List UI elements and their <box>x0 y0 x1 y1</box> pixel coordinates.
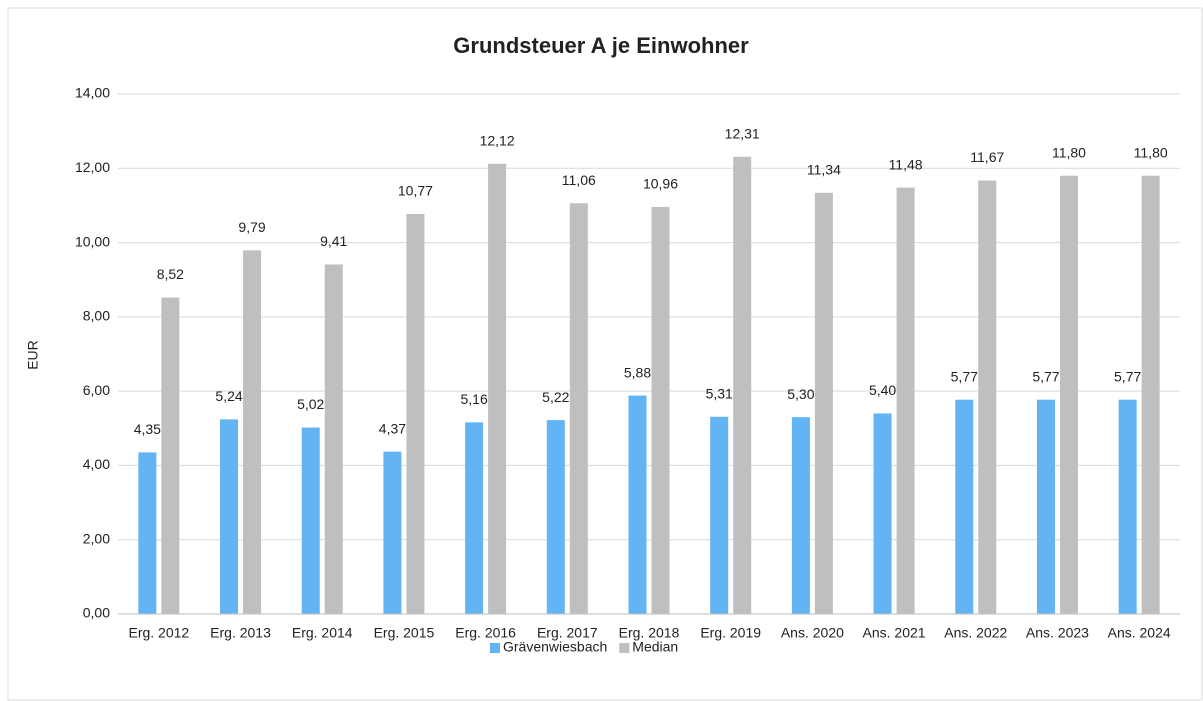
data-label: 5,77 <box>1114 368 1141 384</box>
bar <box>873 413 892 614</box>
chart-frame <box>7 7 1203 701</box>
bar <box>324 264 343 614</box>
y-tick-label: 0,00 <box>83 605 110 621</box>
chart-title: Grundsteuer A je Einwohner <box>453 33 749 58</box>
data-label: 10,77 <box>398 183 433 199</box>
x-tick-label: Ans. 2024 <box>1108 625 1171 641</box>
bar <box>1118 399 1137 614</box>
data-label: 8,52 <box>157 266 184 282</box>
x-tick-label: Erg. 2015 <box>374 625 435 641</box>
bar <box>896 187 915 614</box>
bar <box>465 422 484 614</box>
data-label: 11,48 <box>889 156 923 172</box>
data-label: 5,31 <box>706 385 733 401</box>
data-label: 11,67 <box>970 149 1004 165</box>
x-tick-label: Erg. 2013 <box>210 625 271 641</box>
data-label: 9,79 <box>238 219 265 235</box>
bar <box>220 419 239 614</box>
x-tick-label: Ans. 2022 <box>944 625 1007 641</box>
legend-label: Grävenwiesbach <box>503 639 607 655</box>
data-label: 11,80 <box>1052 144 1086 160</box>
legend-label: Median <box>632 639 678 655</box>
bar <box>814 192 833 615</box>
data-label: 5,22 <box>542 389 569 405</box>
data-label: 5,24 <box>215 388 242 404</box>
legend-swatch <box>490 643 500 653</box>
data-label: 4,37 <box>379 420 406 436</box>
y-tick-label: 2,00 <box>83 530 110 546</box>
x-tick-label: Erg. 2016 <box>455 625 516 641</box>
bar <box>406 213 425 614</box>
bar <box>138 452 157 614</box>
data-label: 5,77 <box>1032 368 1059 384</box>
y-tick-label: 4,00 <box>83 456 110 472</box>
data-label: 5,77 <box>951 368 978 384</box>
bar <box>955 399 974 614</box>
x-tick-label: Erg. 2018 <box>619 625 680 641</box>
data-label: 11,80 <box>1134 144 1168 160</box>
x-tick-label: Ans. 2023 <box>1026 625 1089 641</box>
data-label: 12,31 <box>725 125 760 141</box>
bar <box>651 206 670 614</box>
data-label: 9,41 <box>320 233 347 249</box>
bar <box>383 451 402 614</box>
data-label: 4,35 <box>134 421 161 437</box>
legend-swatch <box>619 643 630 653</box>
bar <box>978 180 997 615</box>
data-label: 12,12 <box>480 133 515 149</box>
data-label: 5,16 <box>460 391 487 407</box>
bar <box>791 417 810 614</box>
x-tick-label: Erg. 2012 <box>128 625 189 641</box>
x-tick-label: Erg. 2014 <box>292 625 353 641</box>
bar <box>710 416 729 614</box>
x-tick-label: Erg. 2019 <box>700 625 761 641</box>
data-label: 5,88 <box>624 364 651 380</box>
data-label: 11,06 <box>562 172 596 188</box>
bar <box>488 163 507 615</box>
bar <box>733 156 752 614</box>
x-tick-label: Ans. 2021 <box>863 625 926 641</box>
y-tick-label: 8,00 <box>83 308 110 324</box>
bar <box>161 297 180 614</box>
bar <box>243 250 262 614</box>
y-tick-label: 10,00 <box>75 233 110 249</box>
bar <box>301 427 320 614</box>
y-tick-label: 12,00 <box>75 159 110 175</box>
y-axis-label: EUR <box>25 340 41 370</box>
x-tick-label: Ans. 2020 <box>781 625 844 641</box>
bar <box>569 203 588 614</box>
bar <box>546 420 565 614</box>
data-label: 11,34 <box>807 162 841 178</box>
bar <box>1141 175 1160 614</box>
data-label: 5,30 <box>787 386 814 402</box>
bar <box>1036 399 1055 614</box>
x-tick-label: Erg. 2017 <box>537 625 598 641</box>
bar <box>628 395 647 614</box>
y-tick-label: 14,00 <box>75 85 110 101</box>
data-label: 5,40 <box>869 382 896 398</box>
bar <box>1059 175 1078 614</box>
data-label: 5,02 <box>297 396 324 412</box>
data-label: 10,96 <box>643 176 678 192</box>
y-tick-label: 6,00 <box>83 382 110 398</box>
